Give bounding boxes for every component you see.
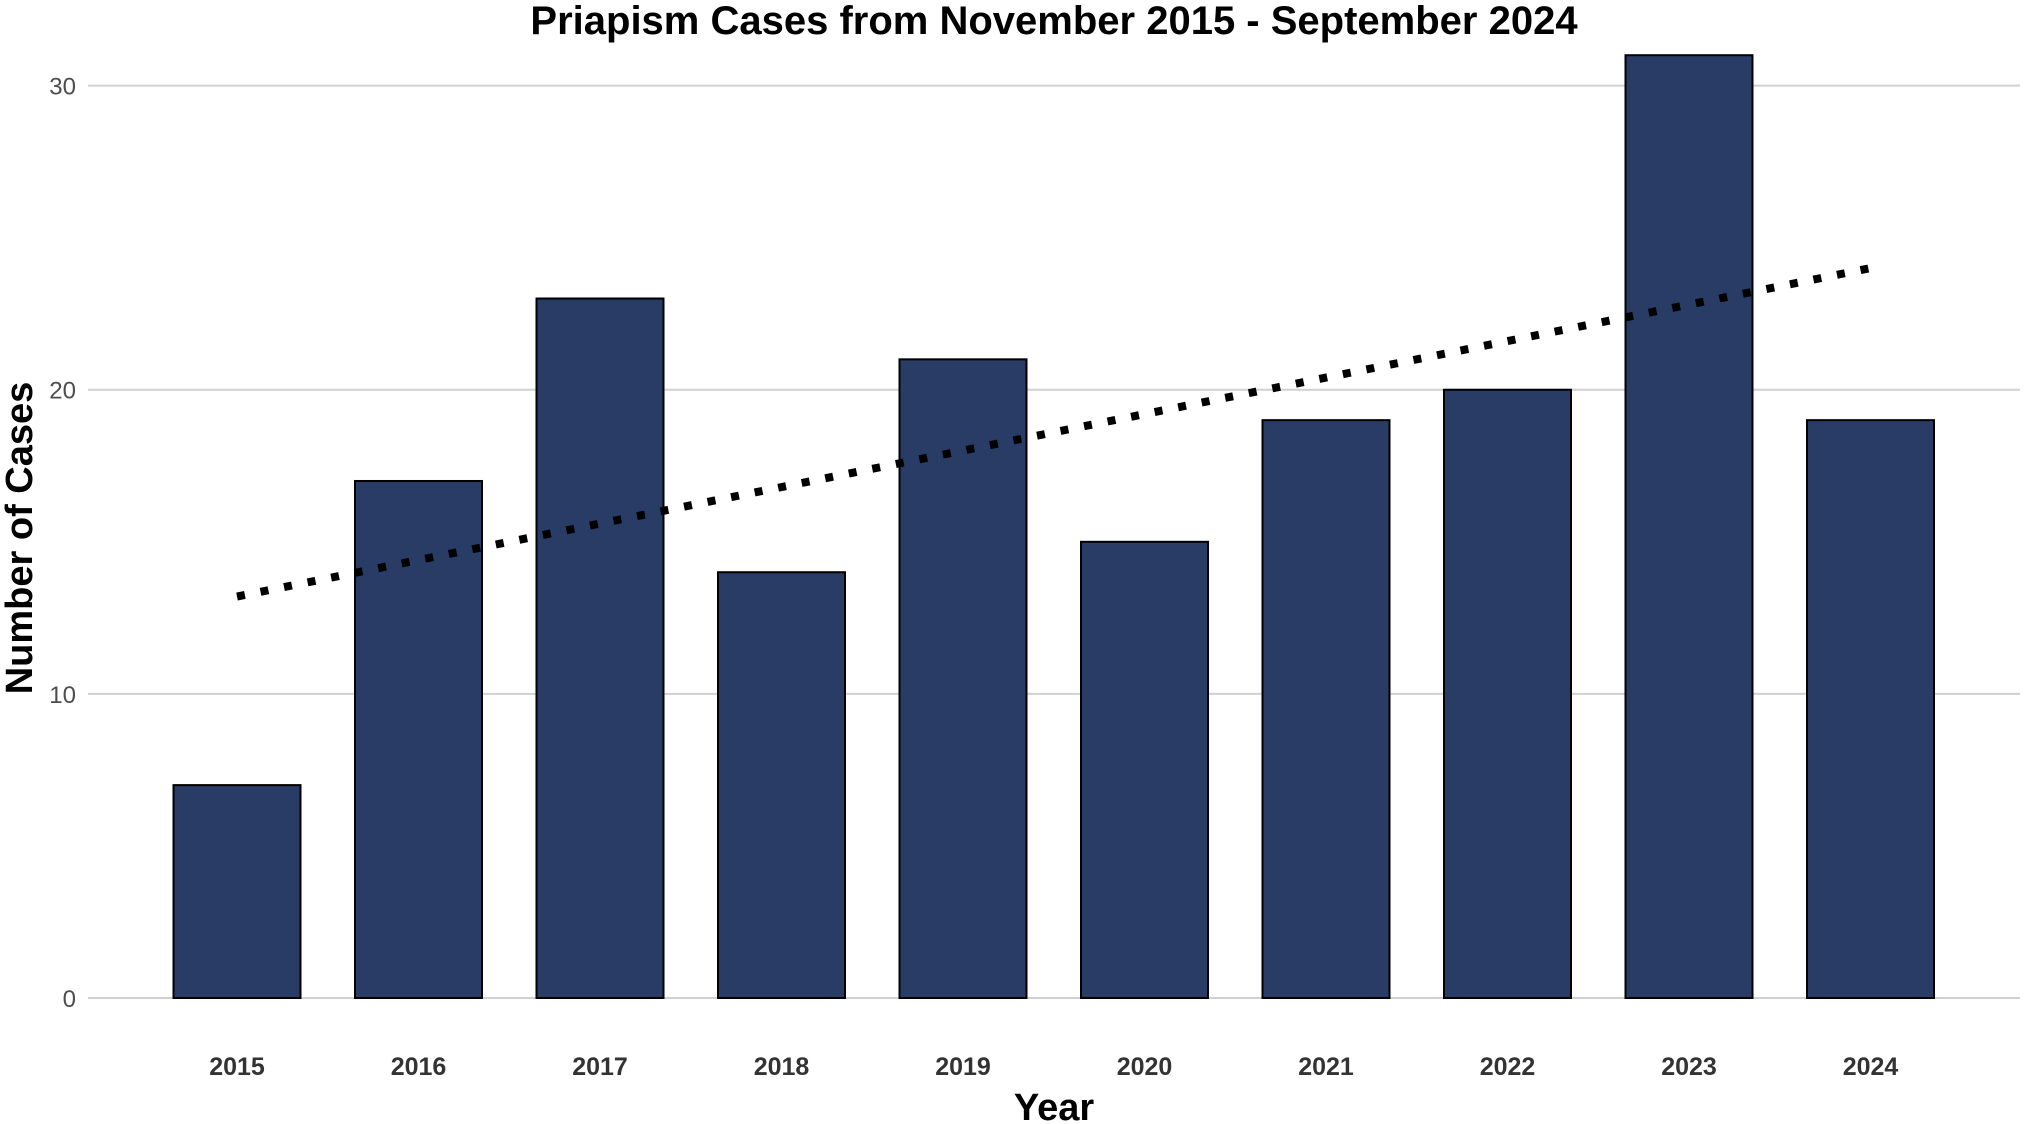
x-tick-label: 2018 bbox=[754, 1053, 810, 1081]
bar-2016 bbox=[354, 479, 483, 999]
x-tick-label: 2022 bbox=[1480, 1053, 1536, 1081]
x-tick-label: 2015 bbox=[209, 1053, 265, 1081]
bars bbox=[172, 54, 1935, 1000]
chart-title: Priapism Cases from November 2015 - Sept… bbox=[530, 0, 1578, 43]
x-tick-label: 2023 bbox=[1661, 1053, 1717, 1081]
bar-2020 bbox=[1080, 540, 1209, 999]
bar-2019 bbox=[898, 358, 1028, 1000]
y-axis-label: Number of Cases bbox=[0, 382, 41, 695]
y-tick-label: 10 bbox=[49, 682, 76, 709]
bar-2021 bbox=[1261, 419, 1391, 999]
bar-2017 bbox=[535, 297, 665, 999]
y-tick-label: 20 bbox=[49, 378, 76, 405]
x-tick-label: 2019 bbox=[935, 1053, 991, 1081]
bar-2018 bbox=[717, 571, 846, 999]
x-axis-ticks: 2015 2016 2017 2018 2019 2020 2021 2022 2023 2024 bbox=[209, 1053, 1898, 1081]
y-tick-label: 0 bbox=[63, 986, 76, 1013]
x-tick-label: 2020 bbox=[1117, 1053, 1173, 1081]
bar-2023 bbox=[1624, 54, 1754, 999]
y-axis-ticks: 0 10 20 30 bbox=[49, 74, 76, 1013]
bar-2015 bbox=[172, 784, 302, 999]
y-tick-label: 30 bbox=[49, 74, 76, 101]
bar-2022 bbox=[1443, 388, 1572, 999]
x-tick-label: 2016 bbox=[391, 1053, 447, 1081]
x-axis-label: Year bbox=[1014, 1087, 1095, 1124]
x-tick-label: 2024 bbox=[1843, 1053, 1899, 1081]
x-tick-label: 2021 bbox=[1298, 1053, 1354, 1081]
bar-2024 bbox=[1806, 419, 1935, 999]
x-tick-label: 2017 bbox=[572, 1053, 628, 1081]
